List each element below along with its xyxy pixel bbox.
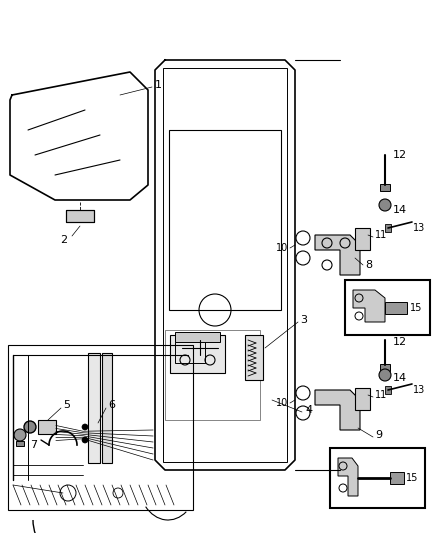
Text: 15: 15 <box>406 473 418 483</box>
Bar <box>163 68 287 462</box>
Text: 2: 2 <box>60 235 67 245</box>
Text: 4: 4 <box>305 405 312 415</box>
Bar <box>345 280 430 335</box>
Circle shape <box>379 369 391 381</box>
Circle shape <box>82 437 88 443</box>
Polygon shape <box>315 235 360 275</box>
Bar <box>66 210 94 222</box>
Text: 14: 14 <box>393 373 407 383</box>
Bar <box>355 228 370 250</box>
Bar <box>380 184 390 191</box>
Text: 10: 10 <box>276 243 288 253</box>
Text: 12: 12 <box>393 337 407 347</box>
Text: 14: 14 <box>393 205 407 215</box>
Polygon shape <box>353 290 385 322</box>
Text: 11: 11 <box>375 230 387 240</box>
Circle shape <box>379 199 391 211</box>
Bar <box>355 388 370 410</box>
Text: 9: 9 <box>375 430 382 440</box>
Bar <box>380 364 390 371</box>
Bar <box>66 210 94 222</box>
Bar <box>170 335 225 373</box>
Bar <box>385 386 391 394</box>
Text: 5: 5 <box>63 400 70 410</box>
Text: 1: 1 <box>155 80 162 90</box>
Circle shape <box>24 421 36 433</box>
Bar <box>8 345 193 510</box>
Circle shape <box>14 429 26 441</box>
Bar <box>385 302 407 314</box>
Text: 13: 13 <box>413 223 425 233</box>
Polygon shape <box>315 390 360 430</box>
Bar <box>245 335 263 380</box>
Bar <box>88 353 100 463</box>
Polygon shape <box>338 458 358 496</box>
Bar <box>390 472 404 484</box>
Bar <box>16 441 24 446</box>
Text: 11: 11 <box>375 390 387 400</box>
Text: 6: 6 <box>108 400 115 410</box>
Bar <box>175 338 205 363</box>
Bar <box>330 448 425 508</box>
Text: 10: 10 <box>276 398 288 408</box>
Bar <box>165 330 260 420</box>
Text: 3: 3 <box>300 315 307 325</box>
Text: 15: 15 <box>410 303 422 313</box>
Bar <box>169 130 281 310</box>
Circle shape <box>82 424 88 430</box>
Bar <box>38 420 56 434</box>
Text: 8: 8 <box>365 260 372 270</box>
Text: 7: 7 <box>30 440 37 450</box>
Text: 12: 12 <box>393 150 407 160</box>
Bar <box>385 224 391 232</box>
Text: 13: 13 <box>413 385 425 395</box>
Bar <box>102 353 112 463</box>
Bar <box>175 332 220 342</box>
